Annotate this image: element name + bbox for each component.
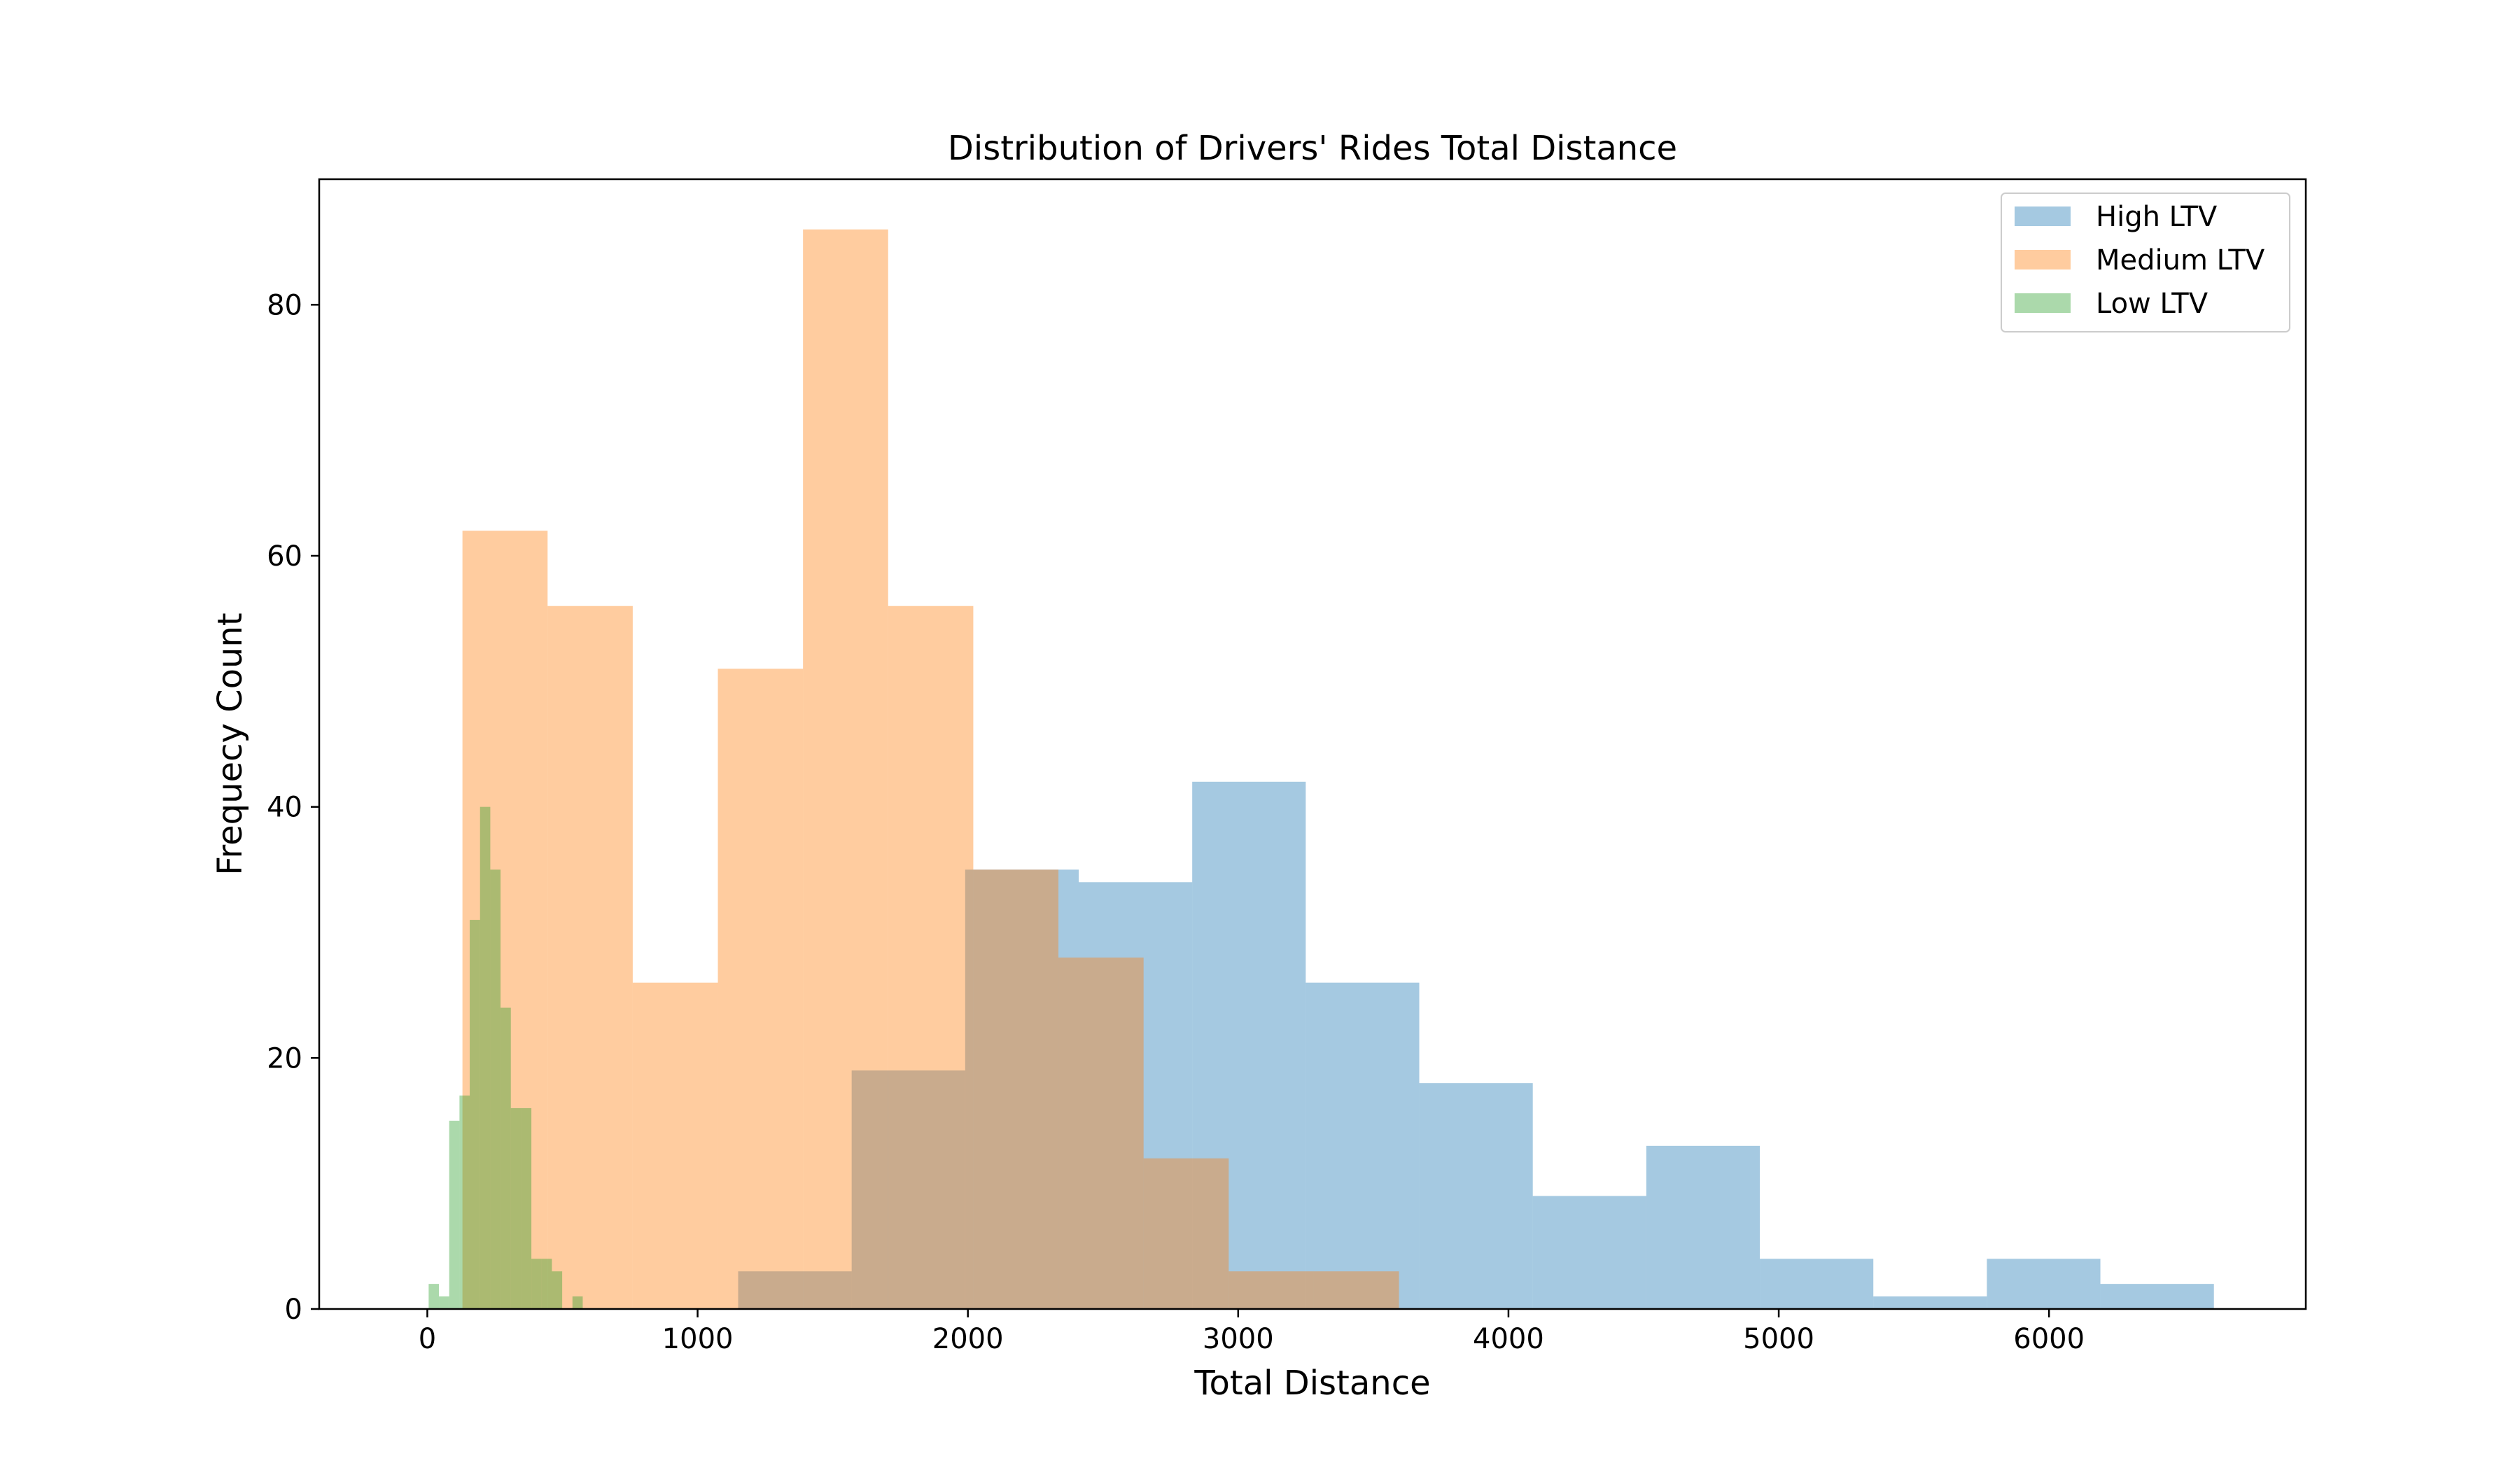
- x-tick-label: 6000: [2013, 1323, 2085, 1355]
- bars-layer: [428, 229, 2214, 1310]
- legend-frame: [2001, 192, 2290, 332]
- bar-high-ltv-3: [1079, 882, 1193, 1309]
- bar-low-ltv-7: [500, 1007, 511, 1309]
- y-tick-label: 80: [267, 289, 302, 321]
- legend-label-medium-ltv: Medium LTV: [2096, 244, 2265, 276]
- bar-high-ltv-6: [1419, 1083, 1533, 1309]
- bar-low-ltv-12: [552, 1271, 563, 1309]
- y-tick-label: 60: [267, 540, 302, 573]
- x-tick-label: 1000: [662, 1323, 734, 1355]
- legend: High LTV Medium LTV Low LTV: [2001, 192, 2290, 332]
- y-tick-label: 40: [267, 792, 302, 824]
- bar-low-ltv-6: [490, 869, 501, 1309]
- bar-high-ltv-10: [1873, 1296, 1987, 1309]
- chart-title: Distribution of Drivers' Rides Total Dis…: [948, 129, 1677, 168]
- x-tick-label: 3000: [1203, 1323, 1274, 1355]
- x-tick-label: 2000: [932, 1323, 1004, 1355]
- bar-low-ltv-10: [531, 1259, 542, 1309]
- bar-high-ltv-8: [1646, 1145, 1760, 1309]
- bar-medium-ltv-2: [632, 982, 718, 1309]
- y-tick-label: 0: [285, 1294, 302, 1326]
- x-tick-label: 5000: [1743, 1323, 1814, 1355]
- bar-high-ltv-0: [738, 1271, 852, 1309]
- bar-high-ltv-5: [1306, 982, 1420, 1309]
- y-axis: 0 20 40 60 80: [267, 289, 319, 1326]
- bar-low-ltv-1: [439, 1296, 449, 1309]
- bar-low-ltv-5: [479, 806, 491, 1309]
- legend-label-high-ltv: High LTV: [2096, 201, 2218, 233]
- bar-high-ltv-9: [1760, 1259, 1874, 1309]
- bar-medium-ltv-3: [718, 668, 804, 1309]
- x-axis-title: Total Distance: [1194, 1364, 1430, 1403]
- bar-medium-ltv-4: [803, 229, 888, 1309]
- y-axis-title: Frequecy Count: [211, 612, 250, 875]
- bar-high-ltv-7: [1532, 1196, 1646, 1309]
- bar-medium-ltv-0: [462, 531, 548, 1310]
- legend-swatch-medium-ltv: [2015, 250, 2071, 270]
- bar-medium-ltv-7: [1058, 957, 1144, 1309]
- bar-low-ltv-3: [459, 1096, 470, 1309]
- bar-low-ltv-8: [510, 1108, 522, 1309]
- bar-low-ltv-0: [428, 1284, 440, 1309]
- bar-high-ltv-1: [851, 1070, 965, 1309]
- bar-high-ltv-11: [1987, 1259, 2101, 1309]
- bar-medium-ltv-1: [547, 606, 633, 1309]
- bar-medium-ltv-9: [1228, 1271, 1314, 1309]
- bar-medium-ltv-8: [1143, 1158, 1229, 1309]
- legend-swatch-low-ltv: [2015, 293, 2071, 313]
- x-tick-label: 4000: [1473, 1323, 1544, 1355]
- legend-label-low-ltv: Low LTV: [2096, 288, 2208, 320]
- bar-medium-ltv-5: [888, 606, 974, 1309]
- bar-low-ltv-2: [449, 1121, 460, 1309]
- bar-low-ltv-9: [521, 1108, 532, 1309]
- bar-low-ltv-11: [541, 1259, 552, 1309]
- x-axis: 0 1000 2000 3000 4000 5000 6000: [419, 1309, 2085, 1355]
- bar-low-ltv-14: [572, 1296, 583, 1309]
- x-tick-label: 0: [419, 1323, 436, 1355]
- bar-high-ltv-12: [2100, 1284, 2214, 1309]
- plot-frame: [318, 178, 2307, 1310]
- bar-high-ltv-2: [965, 869, 1079, 1309]
- legend-swatch-high-ltv: [2015, 206, 2071, 226]
- bar-high-ltv-4: [1192, 781, 1306, 1309]
- y-tick-label: 20: [267, 1042, 302, 1074]
- bar-low-ltv-4: [470, 920, 480, 1309]
- bar-medium-ltv-10: [1313, 1271, 1399, 1309]
- bar-medium-ltv-6: [973, 869, 1059, 1309]
